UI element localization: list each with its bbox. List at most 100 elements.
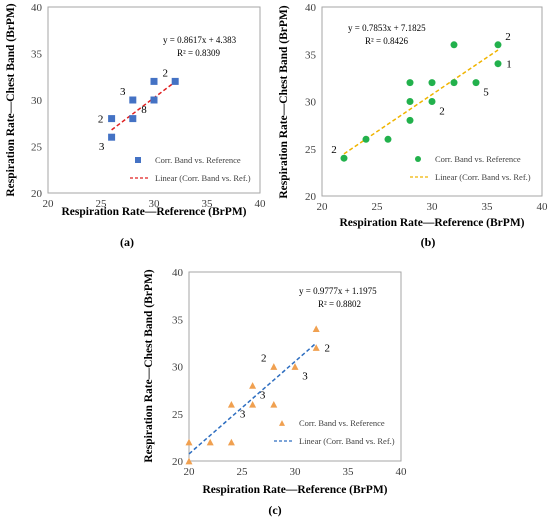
trendline (188, 342, 317, 455)
legend-series-label: Corr. Band vs. Reference (155, 155, 241, 165)
point-count-label: 3 (120, 86, 126, 98)
data-point (108, 115, 116, 123)
data-point (185, 438, 193, 446)
x-tick-label: 40 (396, 466, 408, 478)
data-point (206, 438, 214, 446)
x-tick-label: 20 (43, 198, 55, 210)
x-tick-label: 40 (537, 201, 549, 213)
y-tick-label: 25 (31, 142, 43, 154)
data-point (494, 60, 502, 68)
legend-trend-label: Linear (Corr. Band vs. Ref.) (435, 172, 531, 182)
r-squared: R² = 0.8309 (177, 48, 221, 58)
legend-marker (135, 157, 141, 163)
legend-series-label: Corr. Band vs. Reference (299, 418, 385, 428)
data-point (270, 363, 278, 370)
panel-caption: (a) (120, 235, 134, 249)
data-point (384, 135, 392, 143)
trendline (111, 81, 176, 131)
data-point (472, 79, 480, 87)
plot-area (188, 271, 402, 462)
data-point (129, 96, 137, 104)
data-point (312, 325, 320, 333)
legend-marker (415, 156, 421, 162)
data-point (340, 154, 348, 162)
point-count-label: 1 (506, 59, 512, 71)
trendline (343, 49, 499, 155)
x-tick-label: 30 (290, 466, 302, 478)
y-tick-label: 40 (31, 2, 43, 14)
data-point (185, 457, 193, 465)
legend-trend-label: Linear (Corr. Band vs. Ref.) (299, 436, 395, 446)
point-count-label: 3 (240, 408, 246, 420)
data-point (171, 77, 179, 85)
data-point (227, 400, 235, 408)
point-count-label: 2 (331, 144, 337, 156)
r-squared: R² = 0.8426 (365, 36, 409, 46)
regression-equation: y = 0.7853x + 7.1825 (348, 23, 426, 33)
x-tick-label: 30 (149, 198, 161, 210)
data-point (428, 98, 436, 105)
x-tick-label: 25 (372, 201, 384, 213)
data-point (312, 344, 320, 351)
y-tick-label: 40 (172, 267, 184, 279)
x-tick-label: 30 (427, 201, 439, 213)
y-tick-label: 40 (305, 2, 317, 14)
data-point (129, 115, 137, 123)
data-point (406, 79, 414, 87)
point-count-label: 2 (98, 114, 104, 126)
legend-marker (279, 420, 285, 426)
x-tick-label: 35 (202, 198, 214, 210)
x-axis-label: Respiration Rate—Reference (BrPM) (62, 206, 247, 218)
x-tick-label: 20 (184, 466, 196, 478)
data-point (150, 96, 158, 104)
y-axis-label: Respiration Rate—Chest Band (BrPM) (143, 269, 155, 462)
plot-area (47, 6, 261, 194)
y-tick-label: 35 (31, 49, 43, 61)
regression-equation: y = 0.8617x + 4.383 (163, 35, 237, 45)
y-tick-label: 20 (305, 191, 317, 203)
y-tick-label: 25 (305, 144, 317, 156)
point-count-label: 2 (505, 31, 511, 43)
x-tick-label: 25 (96, 198, 108, 210)
y-tick-label: 20 (31, 188, 43, 200)
y-tick-label: 35 (172, 314, 184, 326)
panel-caption: (c) (268, 503, 281, 517)
y-tick-label: 30 (31, 95, 43, 107)
y-tick-label: 30 (172, 362, 184, 374)
point-count-label: 8 (141, 104, 147, 116)
x-axis-label: Respiration Rate—Reference (BrPM) (203, 484, 388, 496)
point-count-label: 2 (324, 343, 330, 355)
point-count-label: 2 (261, 353, 267, 365)
x-tick-label: 35 (482, 201, 494, 213)
point-count-label: 3 (302, 371, 308, 383)
data-point (249, 400, 257, 408)
regression-equation: y = 0.9777x + 1.1975 (299, 286, 377, 296)
data-point (450, 79, 458, 87)
data-point (362, 135, 370, 143)
point-count-label: 3 (99, 141, 105, 153)
point-count-label: 5 (483, 87, 489, 99)
data-point (291, 363, 299, 370)
y-axis-label: Respiration Rate—Chest Band (BrPM) (278, 5, 290, 198)
x-tick-label: 40 (255, 198, 267, 210)
point-count-label: 3 (260, 389, 266, 401)
data-point (270, 400, 278, 408)
x-tick-label: 25 (237, 466, 249, 478)
y-tick-label: 25 (172, 409, 184, 421)
point-count-label: 2 (439, 106, 445, 118)
data-point (428, 79, 436, 87)
data-point (406, 98, 414, 105)
x-tick-label: 35 (343, 466, 355, 478)
data-point (450, 41, 458, 49)
data-point (150, 77, 158, 85)
x-axis-label: Respiration Rate—Reference (BrPM) (340, 217, 525, 229)
legend-series-label: Corr. Band vs. Reference (435, 154, 521, 164)
data-point (494, 41, 502, 49)
x-tick-label: 20 (317, 201, 329, 213)
y-tick-label: 20 (172, 456, 184, 468)
panel-a: 20 25 30 35 40 20 25 30 35 40 Respiration Rate—Ref… (5, 2, 266, 249)
panel-caption: (b) (421, 235, 436, 249)
y-tick-label: 30 (305, 97, 317, 109)
data-point (108, 133, 116, 141)
